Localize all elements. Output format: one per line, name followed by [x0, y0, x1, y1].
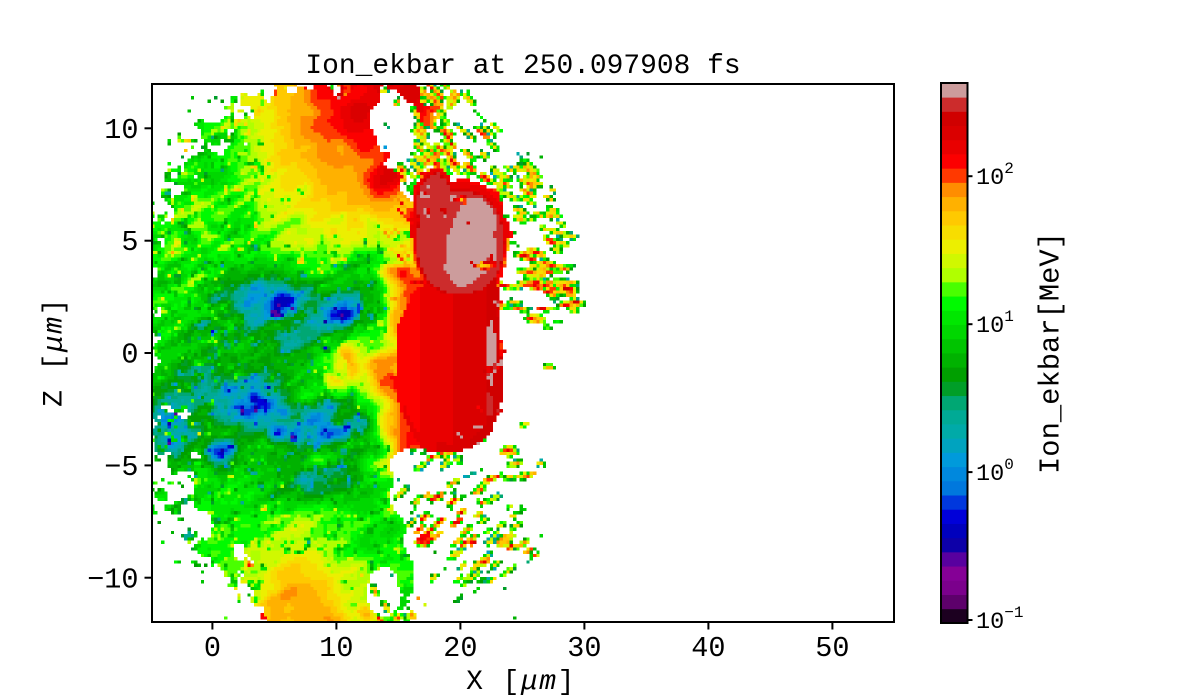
svg-text:Ion_ekbar at 250.097908 fs: Ion_ekbar at 250.097908 fs: [305, 51, 740, 82]
svg-text:10: 10: [319, 632, 353, 665]
svg-text:50: 50: [815, 632, 849, 665]
svg-text:40: 40: [691, 632, 725, 665]
svg-text:Z [μm]: Z [μm]: [40, 297, 71, 407]
svg-text:−10: −10: [87, 563, 138, 596]
svg-text:10: 10: [104, 114, 138, 147]
svg-text:0: 0: [204, 632, 221, 665]
svg-text:0: 0: [121, 339, 138, 372]
svg-text:5: 5: [121, 226, 138, 259]
svg-text:−5: −5: [104, 451, 138, 484]
svg-text:Ion_ekbar[MeV]: Ion_ekbar[MeV]: [1035, 232, 1068, 474]
svg-text:20: 20: [443, 632, 477, 665]
svg-text:30: 30: [567, 632, 601, 665]
svg-text:X [μm]: X [μm]: [466, 667, 576, 698]
